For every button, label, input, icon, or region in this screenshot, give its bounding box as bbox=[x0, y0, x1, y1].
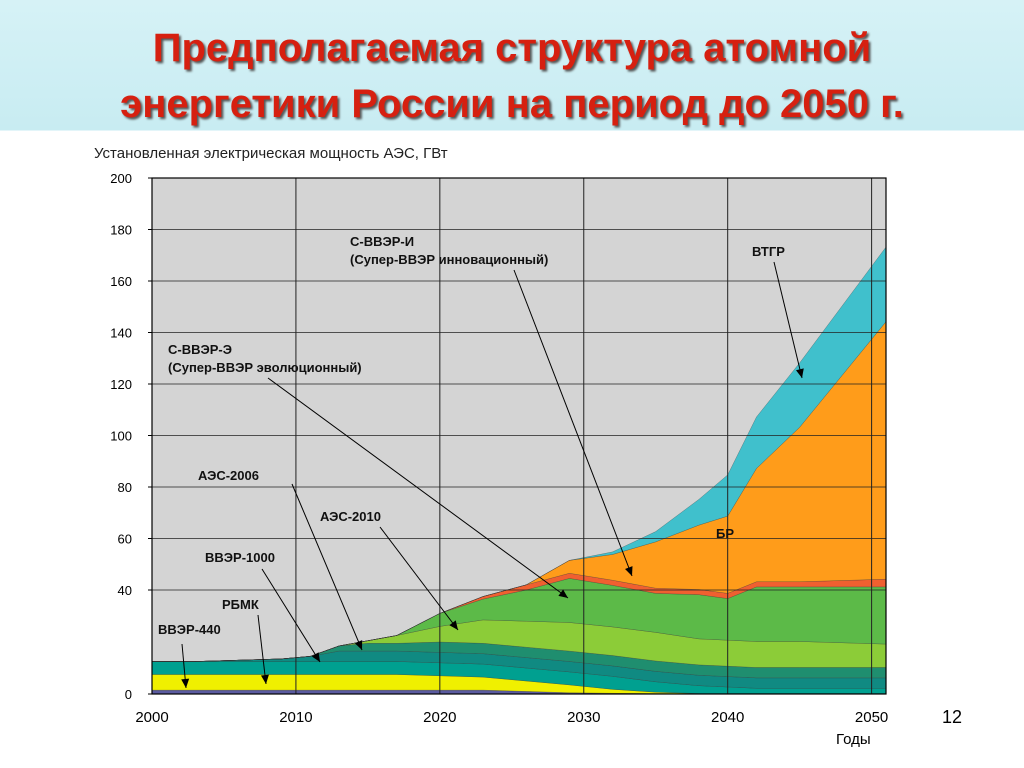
annotation-leader-5 bbox=[379, 526, 459, 631]
x-tick-label-2010: 2010 bbox=[279, 709, 312, 726]
annotation-arrowhead-1 bbox=[181, 678, 190, 688]
y-tick-label-100: 100 bbox=[110, 429, 132, 444]
annotation-label-1: ВВЭР-440 bbox=[158, 622, 221, 637]
x-axis-title: Годы bbox=[836, 731, 871, 748]
y-tick-label-160: 160 bbox=[110, 274, 132, 289]
annotation-label-10: ВТГР bbox=[752, 244, 785, 259]
annotation-leader-7 bbox=[513, 269, 633, 577]
annotation-leader-4 bbox=[291, 483, 363, 651]
annotation-arrowhead-8 bbox=[795, 368, 804, 378]
y-tick-label-40: 40 bbox=[118, 583, 132, 598]
annotation-label-3: ВВЭР-1000 bbox=[205, 550, 275, 565]
annotation-arrowhead-3 bbox=[311, 652, 320, 662]
y-tick-label-0: 0 bbox=[125, 687, 132, 702]
annotation-label-5: АЭС-2010 bbox=[320, 509, 381, 524]
x-tick-label-2040: 2040 bbox=[711, 709, 744, 726]
slide-title-line-2: энергетики России на период до 2050 г. bbox=[120, 82, 904, 126]
annotation-arrowhead-7 bbox=[625, 566, 633, 576]
annotation-arrowhead-6 bbox=[558, 589, 568, 598]
annotation-arrowhead-5 bbox=[449, 620, 458, 630]
slide-title-line-1: Предполагаемая структура атомной bbox=[152, 26, 872, 70]
y-tick-label-80: 80 bbox=[118, 480, 132, 495]
x-tick-label-2020: 2020 bbox=[423, 709, 456, 726]
grid-lines bbox=[152, 178, 886, 694]
annotation-label-8: С-ВВЭР-И bbox=[350, 234, 414, 249]
x-tick-label-2000: 2000 bbox=[135, 709, 168, 726]
annotation-label-9: (Супер-ВВЭР инновационный) bbox=[350, 252, 548, 267]
annotation-label-4: АЭС-2006 bbox=[198, 468, 259, 483]
annotation-arrowhead-2 bbox=[260, 674, 269, 684]
y-tick-label-60: 60 bbox=[118, 532, 132, 547]
annotation-leader-6 bbox=[267, 377, 569, 599]
annotation-leader-3 bbox=[261, 568, 321, 663]
annotation-leader-8 bbox=[773, 261, 803, 379]
y-tick-label-120: 120 bbox=[110, 377, 132, 392]
y-tick-label-140: 140 bbox=[110, 326, 132, 341]
page-number: 12 bbox=[942, 707, 963, 727]
x-tick-label-2050: 2050 bbox=[855, 709, 888, 726]
y-tick-label-200: 200 bbox=[110, 171, 132, 186]
x-tick-label-2030: 2030 bbox=[567, 709, 600, 726]
annotation-arrowhead-4 bbox=[354, 640, 363, 650]
annotation-label-2: РБМК bbox=[222, 597, 259, 612]
y-tick-label-180: 180 bbox=[110, 223, 132, 238]
slide-title: Предполагаемая структура атомной энергет… bbox=[0, 20, 1024, 132]
annotation-label-11: БР bbox=[716, 526, 734, 541]
annotation-label-6: С-ВВЭР-Э bbox=[168, 342, 232, 357]
y-axis-title: Установленная электрическая мощность АЭС… bbox=[94, 145, 448, 162]
annotation-label-7: (Супер-ВВЭР эволюционный) bbox=[168, 360, 362, 375]
annotation-leader-2 bbox=[257, 614, 267, 685]
